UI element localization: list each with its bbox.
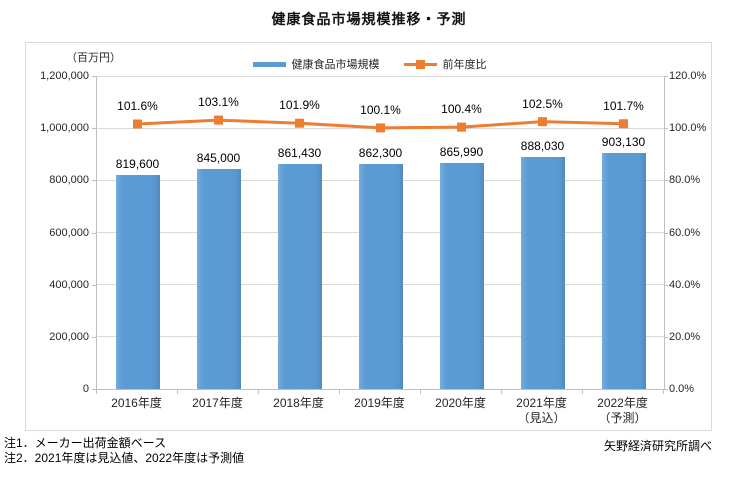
yoy-marker <box>295 118 304 128</box>
x-axis-tickmark <box>420 390 421 394</box>
x-axis-tickmark <box>582 390 583 394</box>
right-axis-tickmark <box>664 76 668 77</box>
market-size-bar <box>196 168 241 389</box>
yoy-marker <box>538 117 547 127</box>
footnotes: 注1．メーカー出荷金額ベース 注2．2021年度は見込値、2022年度は予測値 <box>4 436 244 466</box>
note-1: 注1．メーカー出荷金額ベース <box>4 436 167 450</box>
x-axis-category-label: 2022年度 （予測） <box>578 396 668 426</box>
bar-value-label: 865,990 <box>439 145 484 160</box>
x-axis-tickmark <box>501 390 502 394</box>
x-axis-tickmark <box>177 390 178 394</box>
bar-value-label: 845,000 <box>196 150 241 165</box>
left-axis-tickmark <box>92 232 96 234</box>
chart-area: （百万円） 健康食品市場規模 前年度比 819,600 845,000 861,430… <box>25 42 712 431</box>
yoy-value-label: 101.7% <box>603 98 644 113</box>
right-axis-tick-label: 120.0% <box>669 70 707 82</box>
source-credit: 矢野経済研究所調べ <box>603 439 712 453</box>
left-axis-tick-label: 400,000 <box>49 278 89 291</box>
yoy-value-label: 103.1% <box>198 95 239 110</box>
left-axis-tick-label: 800,000 <box>49 174 89 187</box>
x-axis-category-label: 2021年度 （見込） <box>497 396 587 426</box>
yoy-line-series <box>133 115 628 133</box>
right-axis-tick-label: 60.0% <box>669 226 701 239</box>
legend-item: 健康食品市場規模 <box>252 56 380 72</box>
market-size-bar <box>601 153 646 389</box>
bar-value-label: 819,600 <box>115 157 160 172</box>
yoy-marker <box>619 119 628 129</box>
yoy-value-label: 100.4% <box>441 102 482 117</box>
left-axis-tickmark <box>92 389 96 390</box>
bar-value-label: 888,030 <box>520 139 565 154</box>
left-axis-tick-label: 200,000 <box>49 330 89 343</box>
market-size-bar <box>358 164 403 389</box>
gridline <box>97 75 664 77</box>
left-axis-tickmark <box>92 284 96 286</box>
x-axis-tickmark <box>258 390 259 394</box>
x-axis-tickmark <box>96 390 97 394</box>
right-axis-tick-label: 80.0% <box>669 174 701 187</box>
chart-title: 健康食品市場規模推移・予測 <box>271 11 467 27</box>
market-size-bar <box>520 157 565 389</box>
x-axis-category-label: 2020年度 <box>416 396 506 411</box>
x-axis-category-line: 2017年度 <box>192 396 243 410</box>
right-axis-tickmark <box>664 389 668 390</box>
bar-value-label: 862,300 <box>358 146 403 161</box>
right-axis-tick-label: 20.0% <box>669 330 701 343</box>
x-axis-category-line: 2018年度 <box>273 396 324 410</box>
legend-item: 前年度比 <box>403 56 487 72</box>
x-axis-category-line: 2019年度 <box>354 396 405 410</box>
yoy-value-label: 101.9% <box>279 98 320 113</box>
line-swatch-marker <box>415 59 425 69</box>
yoy-value-label: 101.6% <box>117 98 158 113</box>
yoy-marker <box>457 122 466 132</box>
x-axis-category-label: 2019年度 <box>335 396 425 411</box>
right-axis-tick-label: 40.0% <box>669 278 701 291</box>
right-axis-tickmark <box>664 284 668 286</box>
x-axis-category-line: 2020年度 <box>435 396 486 410</box>
x-axis-category-line: 2021年度 <box>516 396 567 410</box>
market-size-bar <box>115 175 160 389</box>
yoy-marker <box>376 123 385 133</box>
x-axis-category-label: 2018年度 <box>254 396 344 411</box>
x-axis-tickmark <box>339 390 340 394</box>
legend-label: 前年度比 <box>442 59 487 71</box>
left-axis-tick-label: 1,000,000 <box>40 122 89 135</box>
left-axis-tickmark <box>92 128 96 130</box>
yoy-marker <box>133 119 142 129</box>
right-axis-tick-label: 100.0% <box>669 122 707 135</box>
left-axis-tickmark <box>92 180 96 182</box>
right-axis-tickmark <box>664 128 668 130</box>
x-axis-category-line: 2022年度 <box>597 396 648 410</box>
line-series-swatch <box>403 59 437 69</box>
yoy-value-label: 102.5% <box>522 96 563 111</box>
right-axis-tick-label: 0.0% <box>669 383 695 395</box>
market-size-bar <box>277 164 322 389</box>
left-axis-tick-label: 1,200,000 <box>40 70 89 82</box>
market-size-bar <box>439 163 484 389</box>
bar-value-label: 903,130 <box>601 135 646 150</box>
yoy-marker <box>214 115 223 125</box>
x-axis-category-line: （見込） <box>517 411 566 425</box>
left-axis-tick-label: 600,000 <box>49 226 89 239</box>
plot-area: 819,600 845,000 861,430 862,300 865,990 888,0… <box>96 75 665 390</box>
legend: 健康食品市場規模 前年度比 <box>26 56 713 72</box>
left-axis-unit-label: （百万円） <box>66 52 121 64</box>
note-2: 注2．2021年度は見込値、2022年度は予測値 <box>4 451 245 465</box>
left-axis-tickmark <box>92 336 96 338</box>
bar-value-label: 861,430 <box>277 146 322 161</box>
right-axis-tickmark <box>664 180 668 182</box>
x-axis-category-line: （予測） <box>598 411 647 425</box>
x-axis-category-label: 2016年度 <box>92 396 182 411</box>
x-axis-category-line: 2016年度 <box>111 396 162 410</box>
legend-label: 健康食品市場規模 <box>291 59 380 71</box>
x-axis-tickmark <box>663 390 664 394</box>
bar-series-swatch <box>252 61 286 67</box>
left-axis-tickmark <box>92 76 96 77</box>
x-axis-category-label: 2017年度 <box>173 396 263 411</box>
left-axis-tick-label: 0 <box>82 383 89 395</box>
yoy-value-label: 100.1% <box>360 102 401 117</box>
right-axis-tickmark <box>664 232 668 234</box>
right-axis-tickmark <box>664 336 668 338</box>
